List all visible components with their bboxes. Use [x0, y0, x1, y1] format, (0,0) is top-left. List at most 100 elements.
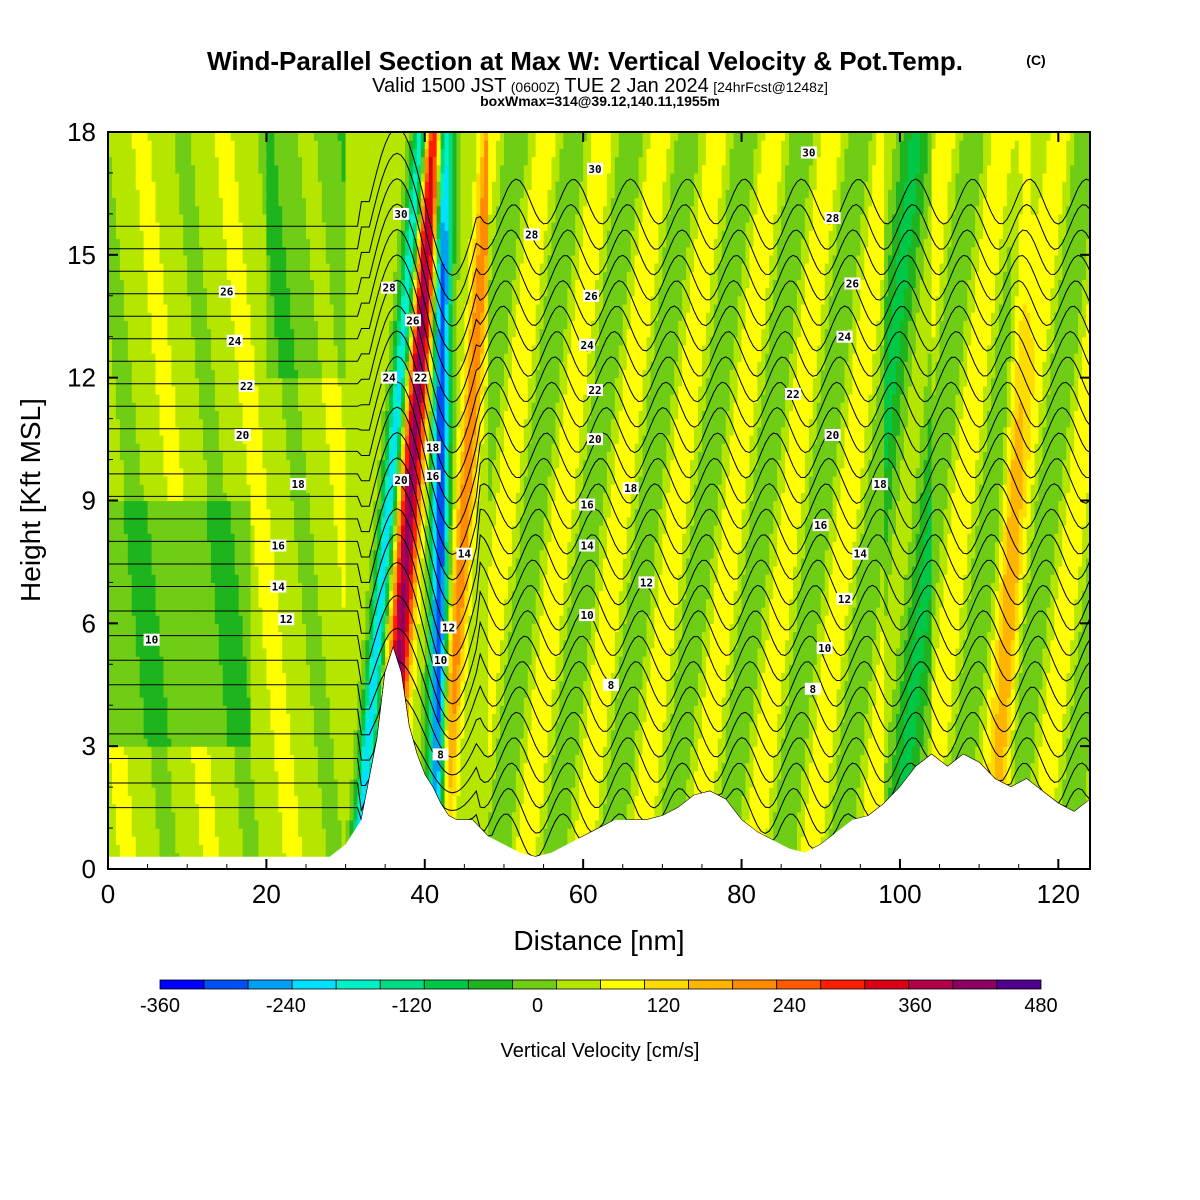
velocity-cell [132, 836, 137, 845]
velocity-cell [187, 271, 192, 280]
velocity-cell [215, 787, 220, 796]
velocity-cell [243, 206, 248, 215]
velocity-cell [167, 541, 172, 550]
velocity-cell [231, 550, 236, 559]
velocity-cell [227, 304, 232, 313]
velocity-cell [239, 271, 244, 280]
velocity-cell [163, 722, 168, 731]
velocity-cell [195, 206, 200, 215]
velocity-cell [199, 132, 204, 141]
velocity-cell [215, 763, 220, 772]
velocity-cell [116, 419, 121, 428]
velocity-cell [144, 623, 149, 632]
velocity-cell [148, 296, 153, 305]
velocity-cell [175, 165, 180, 174]
velocity-cell [140, 501, 145, 510]
velocity-cell [211, 476, 216, 485]
velocity-cell [132, 271, 137, 280]
velocity-cell [140, 836, 145, 845]
velocity-cell [140, 574, 145, 583]
velocity-cell [251, 337, 256, 346]
velocity-cell [211, 419, 216, 428]
velocity-cell [136, 722, 141, 731]
velocity-cell [171, 329, 176, 338]
velocity-cell [159, 361, 164, 370]
velocity-cell [239, 746, 244, 755]
velocity-cell [187, 795, 192, 804]
velocity-cell [136, 697, 141, 706]
velocity-cell [136, 132, 141, 141]
velocity-cell [159, 697, 164, 706]
velocity-cell [152, 189, 157, 198]
velocity-cell [215, 615, 220, 624]
velocity-cell [239, 820, 244, 829]
velocity-cell [203, 320, 208, 329]
velocity-cell [144, 672, 149, 681]
velocity-cell [159, 623, 164, 632]
velocity-cell [207, 476, 212, 485]
velocity-cell [140, 738, 145, 747]
velocity-cell [219, 484, 224, 493]
velocity-cell [175, 558, 180, 567]
velocity-cell [227, 271, 232, 280]
velocity-cell [187, 230, 192, 239]
velocity-cell [163, 460, 168, 469]
velocity-cell [199, 394, 204, 403]
velocity-cell [167, 697, 172, 706]
velocity-cell [215, 517, 220, 526]
velocity-cell [251, 214, 256, 223]
velocity-cell [199, 566, 204, 575]
velocity-cell [171, 599, 176, 608]
velocity-cell [243, 263, 248, 272]
velocity-cell [171, 501, 176, 510]
velocity-cell [231, 517, 236, 526]
velocity-cell [187, 844, 192, 853]
velocity-cell [163, 288, 168, 297]
velocity-cell [183, 230, 188, 239]
velocity-cell [167, 574, 172, 583]
velocity-cell [152, 591, 157, 600]
velocity-cell [112, 844, 117, 853]
velocity-cell [239, 558, 244, 567]
velocity-cell [152, 648, 157, 657]
velocity-cell [223, 787, 228, 796]
velocity-cell [219, 738, 224, 747]
velocity-cell [191, 189, 196, 198]
velocity-cell [179, 279, 184, 288]
velocity-cell [239, 836, 244, 845]
velocity-cell [152, 533, 157, 542]
velocity-cell [207, 763, 212, 772]
velocity-cell [187, 566, 192, 575]
velocity-cell [215, 214, 220, 223]
velocity-cell [144, 435, 149, 444]
velocity-cell [251, 525, 256, 534]
velocity-cell [191, 738, 196, 747]
velocity-cell [183, 247, 188, 256]
velocity-cell [215, 230, 220, 239]
velocity-cell [235, 525, 240, 534]
velocity-cell [179, 238, 184, 247]
velocity-cell [132, 329, 137, 338]
velocity-cell [163, 828, 168, 837]
velocity-cell [175, 181, 180, 190]
velocity-cell [140, 140, 145, 149]
velocity-cell [215, 238, 220, 247]
velocity-cell [247, 255, 252, 264]
velocity-cell [112, 173, 117, 182]
velocity-cell [227, 812, 232, 821]
velocity-cell [152, 664, 157, 673]
velocity-cell [251, 664, 256, 673]
velocity-cell [199, 165, 204, 174]
velocity-cell [191, 345, 196, 354]
velocity-cell [239, 173, 244, 182]
velocity-cell [171, 525, 176, 534]
velocity-cell [251, 812, 256, 821]
velocity-cell [120, 288, 125, 297]
velocity-cell [112, 566, 117, 575]
velocity-cell [191, 599, 196, 608]
velocity-cell [167, 198, 172, 207]
velocity-cell [128, 787, 133, 796]
velocity-cell [144, 304, 149, 313]
velocity-cell [179, 746, 184, 755]
velocity-cell [203, 361, 208, 370]
